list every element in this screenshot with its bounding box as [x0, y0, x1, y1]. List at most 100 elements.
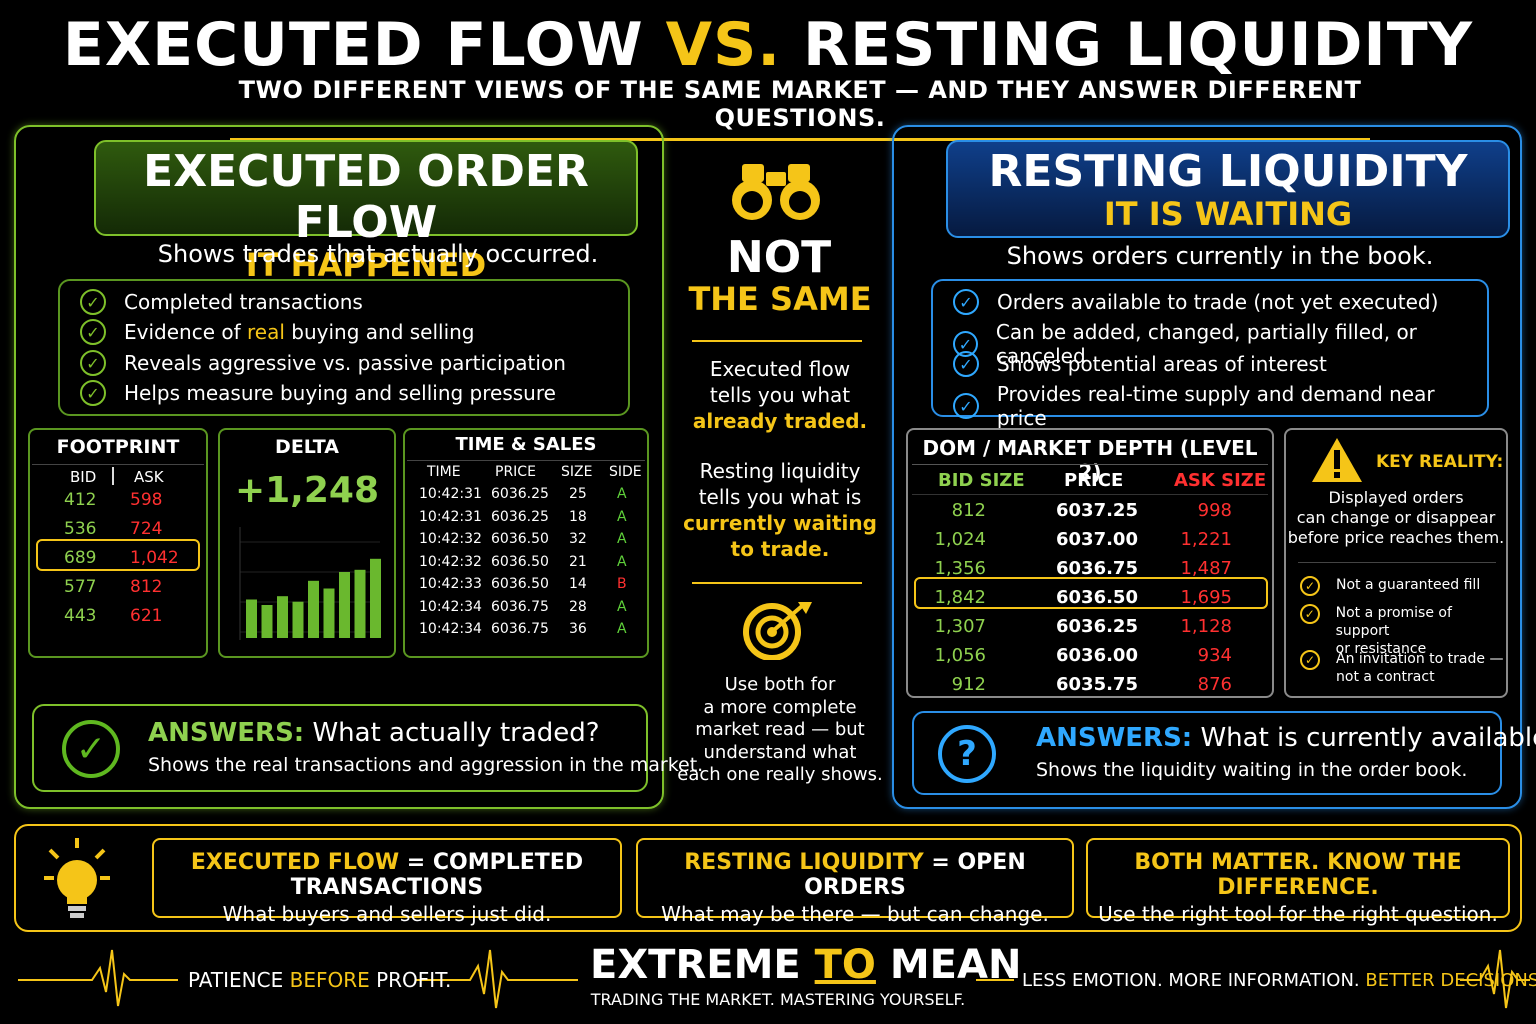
list-item: ✓ Not a promise of support or resistance — [1300, 604, 1506, 658]
tns-size: 21 — [569, 553, 587, 570]
dom-bid: 912 — [951, 674, 986, 695]
answer-detail: Shows the liquidity waiting in the order… — [1036, 759, 1468, 781]
tns-time: 10:42:32 — [419, 531, 482, 547]
footprint-ask-value: 1,042 — [130, 548, 179, 568]
dom-title: DOM / MARKET DEPTH (LEVEL 2) — [922, 436, 1258, 484]
key-reality-body: Displayed orders can change or disappear… — [1287, 488, 1505, 547]
tns-header: SIZE — [561, 464, 593, 480]
resting-liquidity-answer: ? ANSWERS: What is currently available? … — [912, 711, 1536, 795]
footprint-widget: FOOTPRINT BID ASK 412 598 536 724 689 1,042 57… — [28, 428, 208, 658]
tns-side: A — [617, 531, 627, 547]
tns-size: 28 — [569, 598, 587, 615]
lightbulb-icon — [44, 838, 110, 918]
list-item: ✓ An invitation to trade — not a contract — [1300, 650, 1503, 686]
time-and-sales-title: TIME & SALES — [455, 434, 597, 455]
check-text: Helps measure buying and selling pressur… — [124, 381, 556, 405]
list-item: ✓ Provides real-time supply and demand n… — [953, 382, 1487, 430]
footprint-ask-value: 812 — [130, 577, 163, 597]
answer-label: ANSWERS: — [1036, 723, 1193, 753]
delta-bar — [370, 558, 381, 638]
question-circle-icon: ? — [938, 725, 996, 783]
delta-bar — [323, 588, 335, 638]
check-icon: ✓ — [80, 289, 106, 315]
title-vs: VS. — [665, 10, 782, 80]
footprint-ask-header: ASK — [134, 468, 164, 486]
binoculars-icon — [732, 164, 820, 220]
check-text: Provides real-time supply and demand nea… — [996, 382, 1435, 430]
footprint-bid-value: 536 — [64, 519, 97, 539]
executed-flow-title: EXECUTED ORDER FLOW — [143, 146, 589, 248]
tns-price: 6036.75 — [491, 621, 549, 637]
delta-bar — [261, 605, 273, 638]
delta-title: DELTA — [275, 436, 339, 458]
check-text: Can be added, changed, partially filled,… — [995, 320, 1417, 368]
checkmark-circle-icon: ✓ — [62, 720, 120, 778]
footer-right-slogan: LESS EMOTION. MORE INFORMATION. BETTER D… — [1022, 970, 1536, 991]
title-part-b: RESTING LIQUIDITY — [802, 10, 1474, 80]
tns-time: 10:42:32 — [419, 553, 482, 570]
check-icon: ✓ — [953, 351, 979, 377]
check-text: Reveals aggressive vs. passive participa… — [124, 351, 566, 375]
dom-highlight — [914, 577, 1268, 609]
footprint-ask-value: 724 — [130, 519, 163, 539]
dom-price: 6036.25 — [1056, 616, 1138, 637]
delta-bar — [339, 572, 350, 638]
dom-header-price: PRICE — [1064, 470, 1124, 491]
tns-side: A — [617, 598, 627, 615]
dom-price: 6037.00 — [1056, 529, 1138, 550]
tns-side: A — [617, 621, 627, 637]
footprint-bid-value: 577 — [64, 577, 97, 597]
executed-flow-panel — [14, 125, 664, 809]
check-text: Completed transactions — [124, 290, 363, 314]
resting-liquidity-lead: Shows orders currently in the book. — [1006, 242, 1434, 270]
footprint-bid-value: 443 — [64, 606, 97, 626]
main-title: EXECUTED FLOW VS. RESTING LIQUIDITY — [0, 10, 1536, 80]
tns-price: 6036.25 — [491, 508, 549, 525]
brand-tagline: TRADING THE MARKET. MASTERING YOURSELF. — [590, 990, 966, 1009]
key-reality-title: KEY REALITY: — [1376, 452, 1504, 472]
check-icon: ✓ — [1300, 576, 1320, 596]
delta-bar — [354, 569, 366, 638]
delta-bar — [308, 580, 319, 638]
key-reality-box: KEY REALITY: Displayed orders can change… — [1284, 428, 1508, 698]
center-resting-text: Resting liquidity tells you what is curr… — [683, 459, 877, 561]
check-icon: ✓ — [953, 289, 979, 315]
footprint-bid-value: 412 — [64, 490, 97, 510]
answer-label: ANSWERS: — [148, 718, 305, 748]
target-icon — [743, 602, 812, 660]
title-part-a: EXECUTED FLOW — [62, 10, 644, 80]
resting-liquidity-tag: IT IS WAITING — [1103, 195, 1353, 233]
footprint-ask-value: 598 — [130, 490, 163, 510]
footprint-highlight — [36, 539, 200, 571]
check-text: Shows potential areas of interest — [997, 352, 1327, 376]
delta-widget: DELTA +1,248 — [218, 428, 396, 658]
tns-price: 6036.50 — [491, 576, 549, 592]
dom-market-depth-widget: DOM / MARKET DEPTH (LEVEL 2) BID SIZE PR… — [906, 428, 1274, 698]
dom-ask: 1,221 — [1180, 529, 1232, 550]
time-and-sales-widget: TIME & SALES TIME PRICE SIZE SIDE 10:42:… — [403, 428, 649, 658]
brand-logo: EXTREME TO MEAN — [590, 942, 1022, 988]
executed-flow-hero: EXECUTED ORDER FLOW IT HAPPENED — [94, 140, 638, 284]
dom-price: 6036.75 — [1056, 558, 1138, 579]
answer-question: What is currently available? — [1200, 723, 1536, 753]
check-icon: ✓ — [1300, 650, 1320, 670]
dom-bid: 1,056 — [934, 645, 986, 666]
check-icon: ✓ — [80, 350, 106, 376]
tns-side: A — [617, 553, 627, 570]
dom-ask: 998 — [1197, 500, 1232, 521]
tns-side: B — [617, 576, 627, 592]
resting-liquidity-title: RESTING LIQUIDITY — [988, 146, 1468, 197]
heartbeat-lines — [18, 949, 1530, 1009]
tns-header: PRICE — [495, 464, 536, 480]
tns-size: 25 — [569, 486, 587, 502]
dom-header-bid: BID SIZE — [938, 470, 1025, 491]
tns-side: A — [617, 508, 627, 525]
subtitle: TWO DIFFERENT VIEWS OF THE SAME MARKET —… — [230, 76, 1370, 141]
summary-both-matter: BOTH MATTER. KNOW THE DIFFERENCE. Use th… — [1086, 838, 1510, 926]
dom-bid: 1,356 — [934, 558, 986, 579]
dom-ask: 1,695 — [1180, 587, 1232, 608]
delta-bar — [277, 596, 288, 638]
resting-liquidity-checklist: ✓ Orders available to trade (not yet exe… — [931, 279, 1489, 430]
tns-time: 10:42:33 — [419, 576, 482, 592]
tns-time: 10:42:31 — [419, 508, 482, 525]
